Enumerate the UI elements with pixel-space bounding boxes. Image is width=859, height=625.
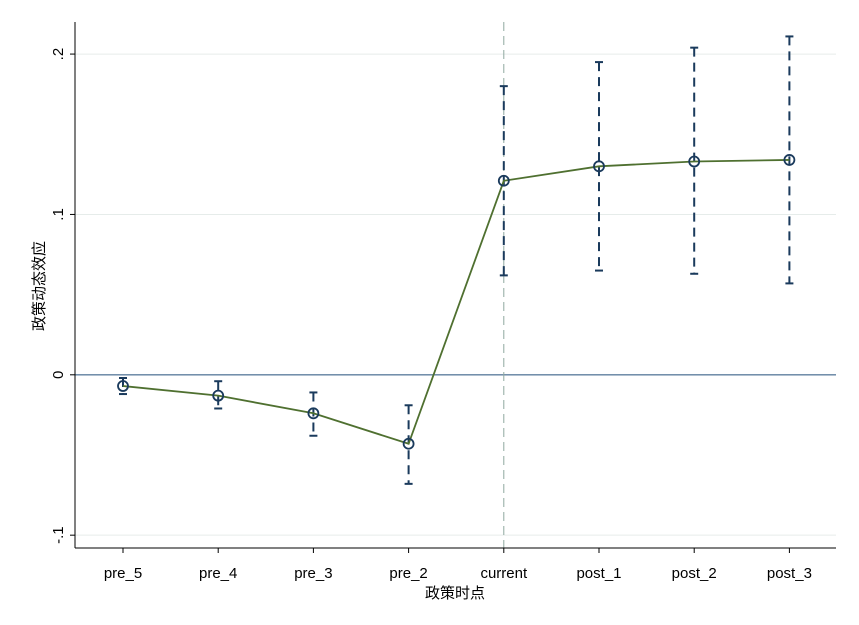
y-axis-title: 政策动态效应 (30, 241, 48, 331)
x-tick-label: pre_3 (294, 565, 332, 582)
reference-lines (75, 22, 836, 548)
axes: -.1 0 .1 .2 pre_5 pre_4 pre_3 pre_2 current post_… (50, 22, 836, 582)
y-tick-label: .2 (50, 48, 67, 61)
y-tick-label: -.1 (50, 526, 67, 544)
data-point (402, 437, 415, 450)
x-tick-label: pre_5 (104, 565, 142, 582)
data-point (783, 154, 796, 166)
y-tick-label: 0 (50, 371, 67, 379)
x-tick-label: current (480, 565, 528, 582)
point-markers (117, 154, 796, 450)
x-tick-label: post_1 (576, 565, 621, 582)
data-point (307, 407, 320, 420)
x-tick-label: pre_2 (389, 565, 427, 582)
y-tick-label: .1 (50, 208, 67, 221)
series-line-layer (122, 159, 790, 445)
data-point (593, 160, 605, 173)
coefficient-line (122, 159, 790, 445)
data-point (212, 389, 225, 402)
x-tick-label: post_3 (767, 565, 812, 582)
data-point (497, 174, 510, 187)
data-point (688, 155, 701, 168)
x-tick-label: pre_4 (199, 565, 237, 582)
x-axis-title: 政策时点 (425, 584, 485, 602)
x-tick-label: post_2 (672, 565, 717, 582)
data-point (117, 380, 129, 392)
gridlines (75, 53, 836, 536)
confidence-intervals (119, 35, 794, 485)
